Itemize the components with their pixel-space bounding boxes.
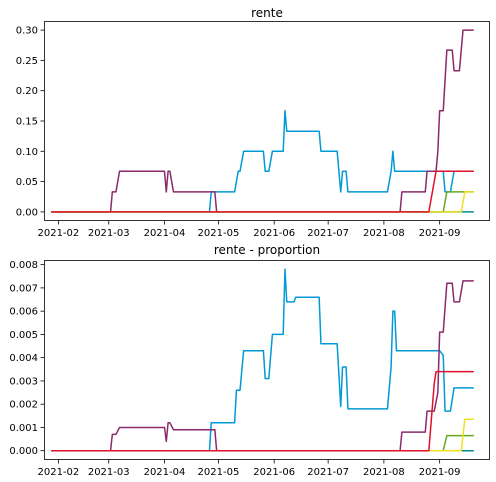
- series-line-3: [51, 191, 474, 213]
- x-tick-label: 2021-06: [253, 467, 295, 478]
- x-tick-label: 2021-07: [307, 228, 349, 239]
- series-line-4: [51, 191, 474, 213]
- x-tick-label: 2021-07: [307, 467, 349, 478]
- series-group: [51, 268, 474, 452]
- y-tick-label: 0.000: [9, 446, 38, 457]
- y-tick-label: 0.10: [16, 147, 38, 158]
- y-tick-label: 0.20: [16, 86, 38, 97]
- x-tick-label: 2021-09: [419, 228, 461, 239]
- plot-frame: [44, 260, 490, 460]
- y-tick-label: 0.001: [9, 423, 38, 434]
- series-line-5: [51, 370, 474, 452]
- y-tick-label: 0.006: [9, 307, 38, 318]
- series-line-1: [51, 268, 474, 452]
- x-tick-label: 2021-05: [198, 467, 240, 478]
- x-tick-label: 2021-04: [144, 228, 186, 239]
- y-tick-label: 0.002: [9, 400, 38, 411]
- y-tick-label: 0.15: [16, 117, 38, 128]
- y-tick-label: 0.05: [16, 177, 38, 188]
- x-tick-label: 2021-05: [198, 228, 240, 239]
- series-line-5: [51, 170, 474, 213]
- y-tick-label: 0.007: [9, 283, 38, 294]
- series-line-1: [51, 109, 474, 213]
- chart-title: rente: [251, 6, 283, 20]
- x-tick-label: 2021-08: [363, 467, 405, 478]
- x-tick-label: 2021-09: [419, 467, 461, 478]
- x-tick-label: 2021-03: [88, 228, 130, 239]
- y-tick-label: 0.008: [9, 260, 38, 271]
- chart-panel-rente-proportion: rente - proportion 0.000 0.001 0.002 0.003 0…: [9, 243, 490, 478]
- series-line-3: [51, 434, 474, 452]
- y-tick-label: 0.005: [9, 330, 38, 341]
- y-tick-label: 0.00: [16, 207, 38, 218]
- x-tick-label: 2021-02: [37, 228, 79, 239]
- x-tick-label: 2021-06: [253, 228, 295, 239]
- y-tick-label: 0.25: [16, 56, 38, 67]
- x-tick-label: 2021-08: [363, 228, 405, 239]
- x-tick-label: 2021-02: [37, 467, 79, 478]
- series-line-2: [51, 29, 474, 213]
- x-tick-label: 2021-03: [88, 467, 130, 478]
- x-tick-label: 2021-04: [144, 467, 186, 478]
- chart-panel-rente: rente 0.00 0.05 0.10 0.15 0.20 0.25 0.30 2021-0…: [16, 6, 490, 239]
- y-tick-label: 0.30: [16, 26, 38, 37]
- plot-frame: [44, 21, 490, 221]
- y-tick-label: 0.003: [9, 376, 38, 387]
- series-group: [51, 29, 474, 213]
- series-line-2: [51, 280, 474, 452]
- chart-title: rente - proportion: [214, 243, 320, 257]
- y-tick-label: 0.004: [9, 353, 38, 364]
